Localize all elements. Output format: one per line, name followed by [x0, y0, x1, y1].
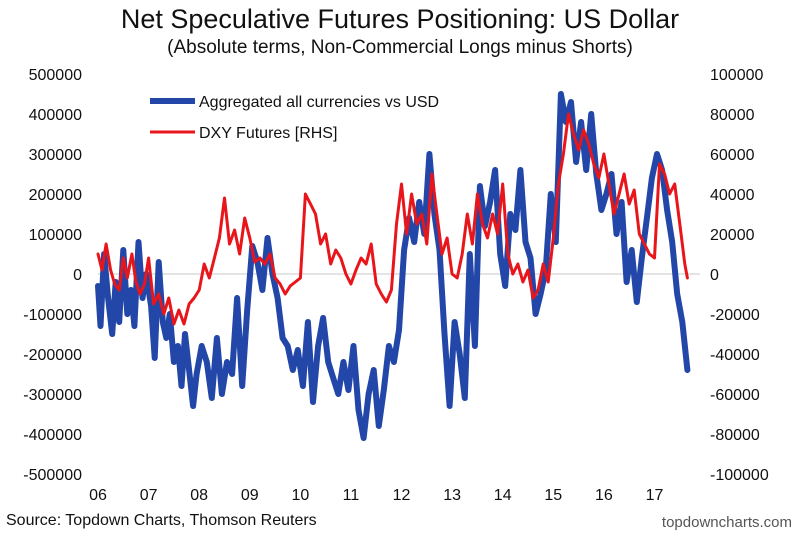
right-tick-label: -40000: [710, 347, 760, 364]
right-tick-label: -100000: [710, 467, 769, 484]
left-tick-label: 400000: [29, 107, 82, 124]
left-tick-label: -500000: [23, 467, 82, 484]
right-tick-label: 40000: [710, 187, 755, 204]
x-tick-label: 14: [494, 487, 512, 504]
legend: Aggregated all currencies vs USD DXY Fut…: [150, 94, 439, 142]
left-tick-label: -400000: [23, 427, 82, 444]
legend-label-aggregated: Aggregated all currencies vs USD: [199, 94, 439, 111]
x-tick-label: 13: [443, 487, 461, 504]
left-tick-label: 0: [73, 267, 82, 284]
chart-subtitle: (Absolute terms, Non-Commercial Longs mi…: [167, 37, 633, 58]
source-note: Source: Topdown Charts, Thomson Reuters: [6, 512, 317, 529]
x-tick-label: 12: [393, 487, 411, 504]
x-tick-label: 17: [646, 487, 664, 504]
right-tick-label: 80000: [710, 107, 755, 124]
x-axis: 06 07 08 09 10 11 12 13 14 15 16 17: [89, 487, 663, 504]
right-tick-label: -60000: [710, 387, 760, 404]
legend-label-dxy: DXY Futures [RHS]: [199, 125, 337, 142]
left-tick-label: 200000: [29, 187, 82, 204]
x-tick-label: 09: [241, 487, 259, 504]
x-tick-label: 15: [544, 487, 562, 504]
x-tick-label: 06: [89, 487, 107, 504]
left-tick-label: 500000: [29, 67, 82, 84]
left-tick-label: -300000: [23, 387, 82, 404]
chart-title: Net Speculative Futures Positioning: US …: [120, 4, 680, 34]
watermark: topdowncharts.com: [661, 514, 792, 531]
left-axis: 500000 400000 300000 200000 100000 0 -100000 -2…: [23, 67, 82, 484]
left-tick-label: 300000: [29, 147, 82, 164]
right-tick-label: 0: [710, 267, 719, 284]
x-tick-label: 11: [343, 487, 360, 504]
right-tick-label: -20000: [710, 307, 760, 324]
x-tick-label: 16: [595, 487, 613, 504]
right-tick-label: 100000: [710, 67, 763, 84]
right-tick-label: -80000: [710, 427, 760, 444]
right-tick-label: 60000: [710, 147, 755, 164]
right-axis: 100000 80000 60000 40000 20000 0 -20000 -40000 -…: [710, 67, 769, 484]
left-tick-label: -200000: [23, 347, 82, 364]
x-tick-label: 07: [140, 487, 158, 504]
series-line-aggregated: [95, 91, 691, 441]
left-tick-label: 100000: [29, 227, 82, 244]
left-tick-label: -100000: [23, 307, 82, 324]
x-tick-label: 10: [291, 487, 309, 504]
series-line-dxy: [96, 112, 689, 326]
x-tick-label: 08: [190, 487, 208, 504]
right-tick-label: 20000: [710, 227, 755, 244]
